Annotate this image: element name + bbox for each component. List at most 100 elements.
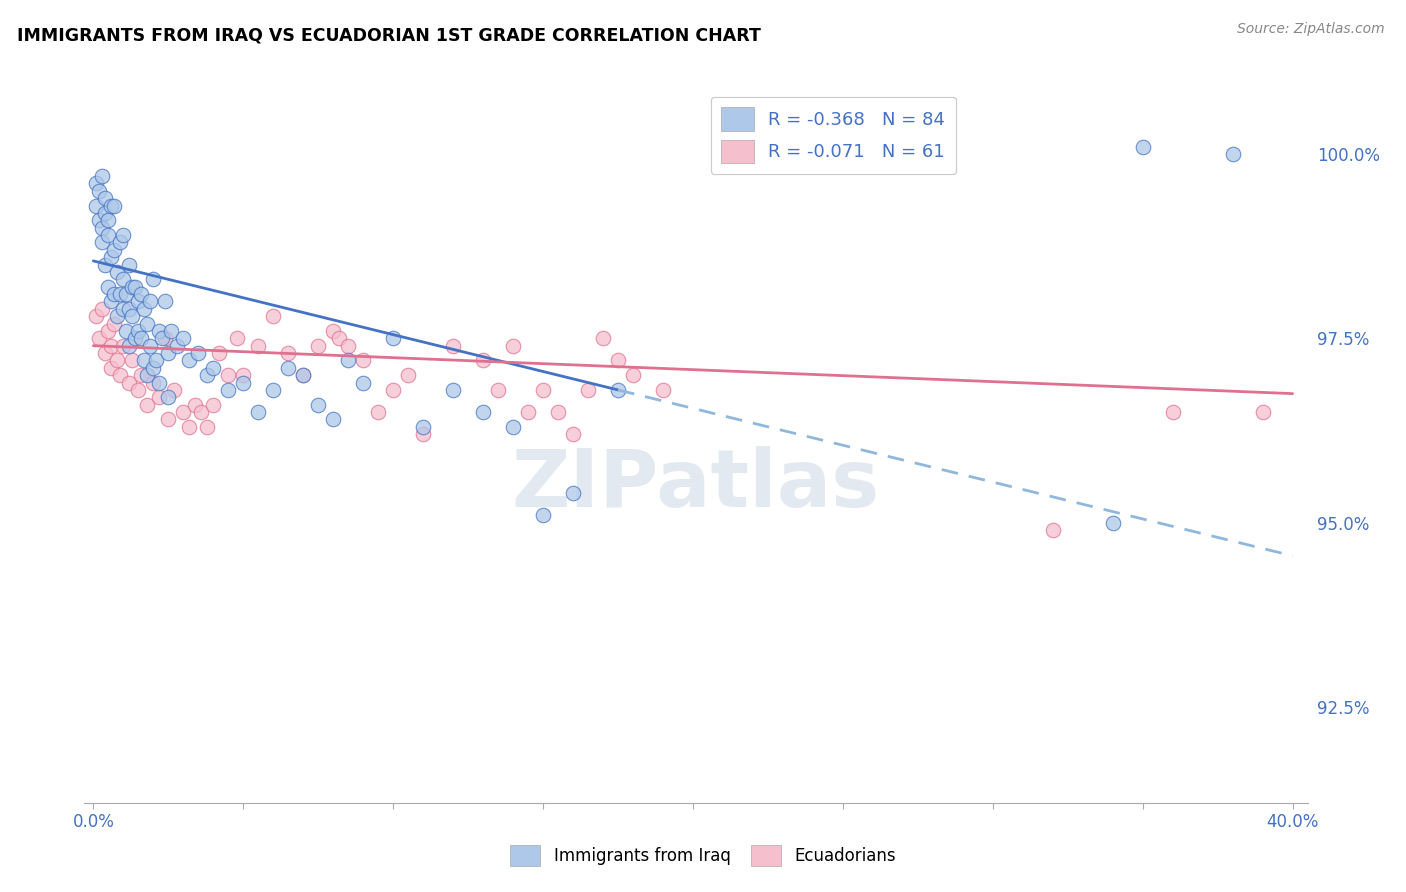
Point (517, 405, 540, 419)
Text: Source: ZipAtlas.com: Source: ZipAtlas.com (1237, 22, 1385, 37)
Point (562, 427, 585, 442)
Point (202, 398, 225, 412)
Point (97, 324, 120, 338)
Text: IMMIGRANTS FROM IRAQ VS ECUADORIAN 1ST GRADE CORRELATION CHART: IMMIGRANTS FROM IRAQ VS ECUADORIAN 1ST G… (17, 27, 761, 45)
Point (103, 243, 125, 257)
Point (91, 220, 114, 235)
Point (184, 398, 207, 412)
Point (576, 383, 599, 397)
Point (110, 368, 132, 383)
Point (502, 339, 524, 353)
Point (115, 324, 138, 338)
Point (103, 317, 125, 331)
Point (441, 383, 464, 397)
Point (134, 301, 156, 316)
Point (277, 360, 299, 375)
Point (100, 199, 122, 213)
Point (163, 383, 186, 397)
Text: ZIPatlas: ZIPatlas (512, 446, 880, 524)
Point (155, 294, 177, 309)
Point (307, 398, 329, 412)
Point (652, 383, 675, 397)
Point (322, 412, 344, 426)
Point (247, 339, 270, 353)
Point (94, 191, 117, 205)
Point (148, 376, 170, 390)
Point (150, 331, 173, 345)
Point (86, 177, 108, 191)
Point (307, 339, 329, 353)
Point (91, 301, 114, 316)
Point (136, 368, 159, 383)
Point (139, 294, 162, 309)
Point (217, 383, 239, 397)
Point (232, 376, 254, 390)
Point (121, 309, 143, 323)
Point (486, 383, 509, 397)
Point (134, 353, 156, 368)
Point (142, 272, 165, 286)
Point (412, 427, 434, 442)
Point (472, 405, 495, 419)
Point (328, 331, 350, 345)
Point (607, 383, 630, 397)
Point (105, 309, 128, 323)
Point (160, 324, 183, 338)
Point (131, 368, 153, 383)
Point (396, 368, 419, 383)
Point (139, 339, 162, 353)
Point (441, 339, 464, 353)
Point (142, 376, 165, 390)
Point (502, 419, 524, 434)
Point (382, 331, 405, 345)
Point (232, 368, 254, 383)
Point (157, 390, 180, 404)
Point (531, 508, 554, 523)
Point (148, 324, 170, 338)
Point (91, 235, 114, 250)
Point (136, 398, 159, 412)
Point (127, 294, 149, 309)
Point (100, 250, 122, 264)
Point (131, 287, 153, 301)
Point (118, 339, 141, 353)
Point (89, 213, 111, 227)
Point (179, 419, 201, 434)
Point (226, 331, 249, 345)
Point (155, 331, 177, 345)
Point (292, 368, 315, 383)
Point (100, 339, 122, 353)
Point (195, 368, 218, 383)
Point (145, 353, 167, 368)
Point (1101, 516, 1123, 530)
Legend: R = -0.368   N = 84, R = -0.071   N = 61: R = -0.368 N = 84, R = -0.071 N = 61 (710, 96, 956, 174)
Point (412, 419, 434, 434)
Point (97, 213, 120, 227)
Point (136, 317, 159, 331)
Point (94, 206, 117, 220)
Point (131, 331, 153, 345)
Point (547, 405, 569, 419)
Point (592, 331, 614, 345)
Point (110, 235, 132, 250)
Point (100, 294, 122, 309)
Point (142, 360, 165, 375)
Point (1132, 139, 1154, 153)
Point (91, 169, 114, 183)
Point (337, 339, 360, 353)
Point (179, 353, 201, 368)
Point (94, 258, 117, 272)
Point (86, 309, 108, 323)
Point (112, 272, 135, 286)
Point (112, 339, 135, 353)
Point (1222, 147, 1244, 161)
Point (531, 383, 554, 397)
Point (1251, 405, 1274, 419)
Point (621, 368, 644, 383)
Point (217, 368, 239, 383)
Point (124, 279, 146, 293)
Point (100, 360, 122, 375)
Point (352, 353, 374, 368)
Point (352, 376, 374, 390)
Point (121, 279, 143, 293)
